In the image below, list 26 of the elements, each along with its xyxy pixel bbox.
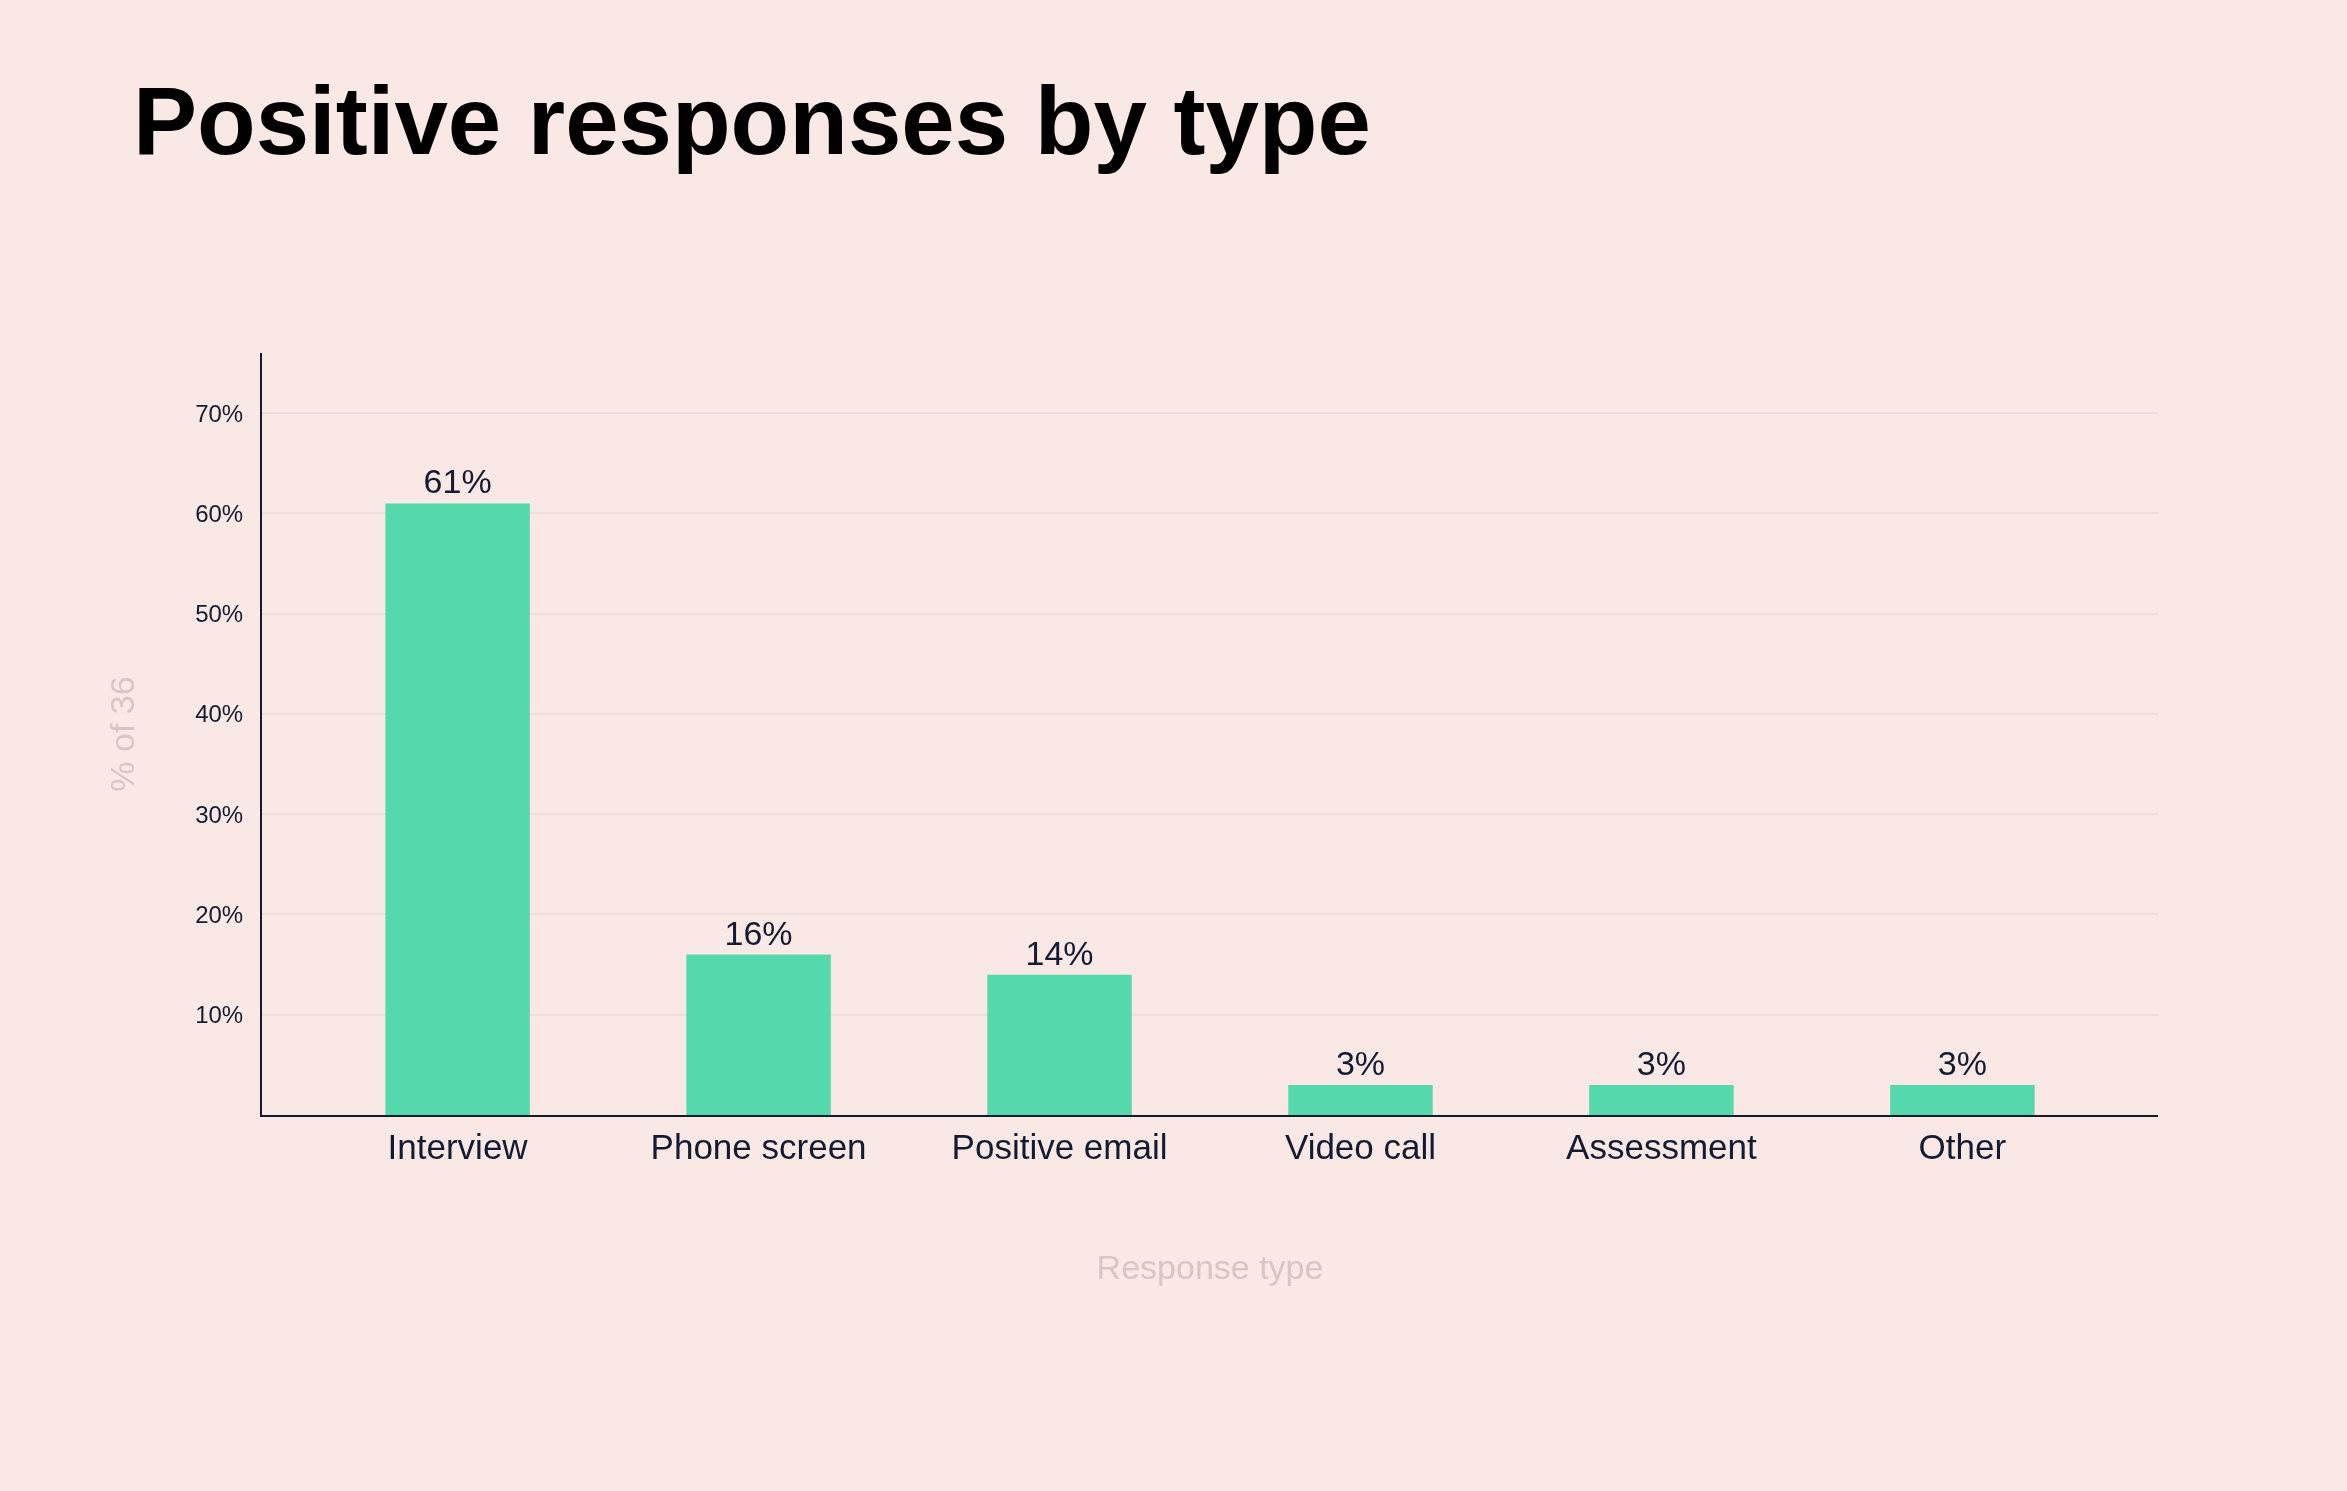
data-label: 3% [1937, 1043, 1987, 1082]
y-tick-label: 70% [195, 399, 244, 427]
bar [385, 503, 530, 1115]
x-tick-label: Video call [1284, 1127, 1437, 1166]
bar [686, 954, 831, 1115]
y-tick-label: 60% [195, 499, 244, 527]
data-label: 3% [1636, 1043, 1686, 1082]
data-label: 3% [1335, 1043, 1386, 1082]
x-tick-label: Interview [387, 1127, 529, 1166]
bar [1288, 1084, 1433, 1115]
y-tick-label: 20% [195, 900, 244, 928]
bar [987, 974, 1132, 1115]
y-tick-label: 30% [195, 800, 244, 828]
y-tick-label: 10% [195, 1001, 244, 1029]
y-tick-label: 40% [195, 700, 244, 728]
bar [1890, 1084, 2035, 1115]
x-tick-label: Other [1918, 1127, 2007, 1166]
chart-title: Positive responses by type [133, 66, 1371, 174]
data-label: 16% [724, 913, 793, 952]
x-tick-label: Positive email [951, 1127, 1168, 1166]
data-label: 14% [1025, 933, 1094, 972]
data-label: 61% [423, 462, 492, 501]
x-tick-label: Assessment [1566, 1127, 1758, 1166]
x-tick-label: Phone screen [650, 1127, 867, 1166]
y-tick-label: 50% [195, 600, 244, 628]
bar [1589, 1084, 1734, 1115]
